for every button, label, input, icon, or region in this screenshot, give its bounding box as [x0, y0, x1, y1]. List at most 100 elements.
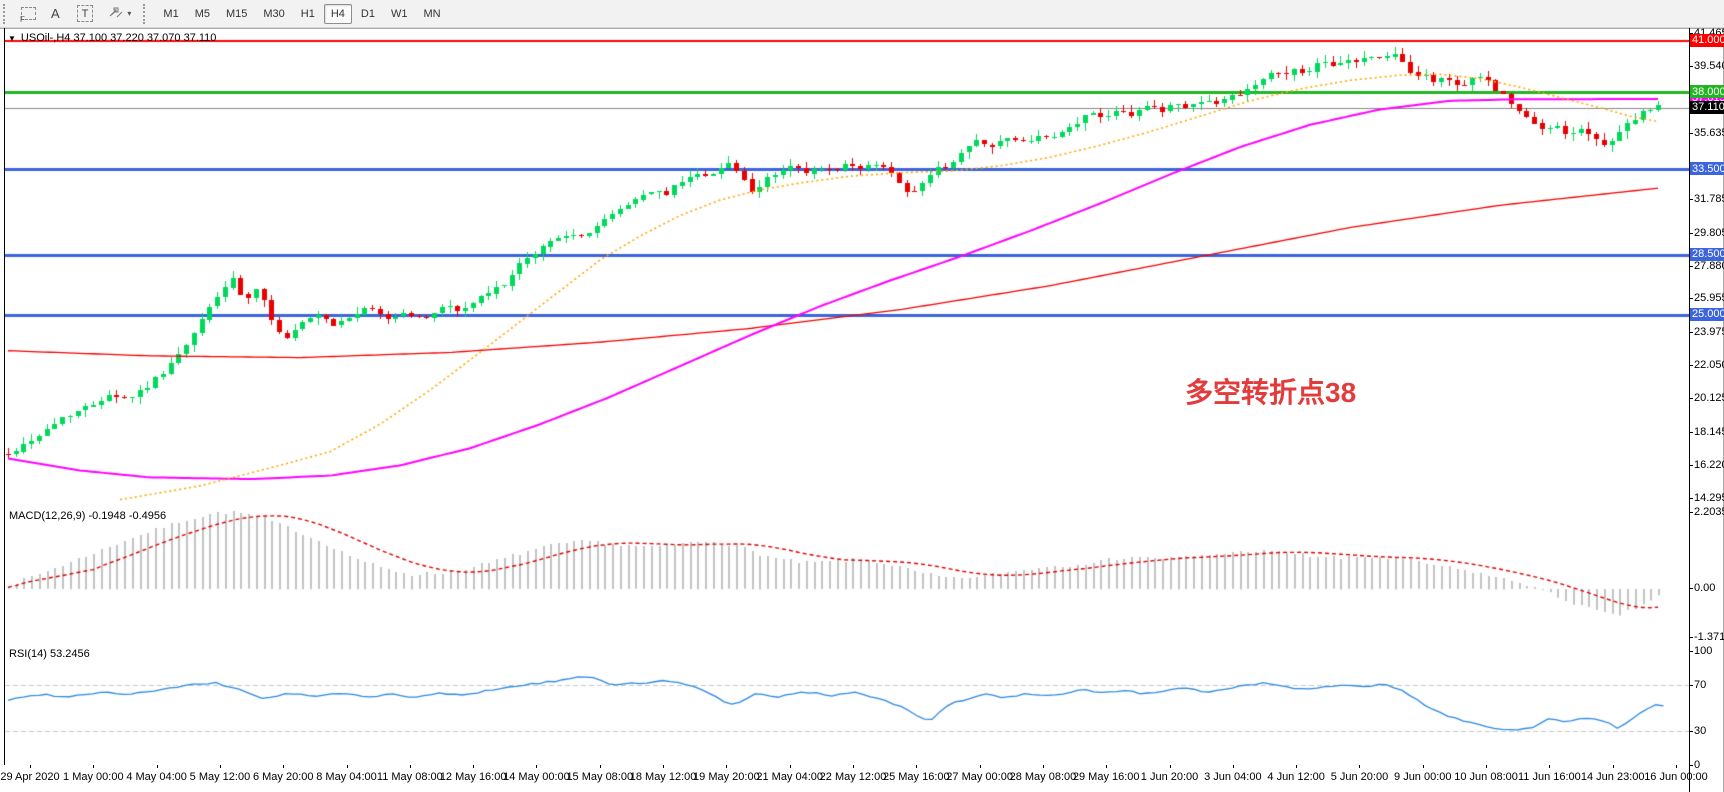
price-tick-label: 23.975	[1694, 326, 1724, 339]
chart-title: USOil-,H4 37.100 37.220 37.070 37.110	[20, 32, 217, 44]
timeframe-button-m5[interactable]: M5	[194, 7, 210, 20]
time-tick-mark	[1612, 765, 1614, 768]
indicator-tick-mark	[1689, 651, 1693, 652]
time-tick-mark	[1169, 765, 1171, 768]
timeframe-button-d1[interactable]: D1	[360, 7, 375, 20]
timeframe-button-m1[interactable]: M1	[163, 7, 179, 20]
timeframe-button-h1[interactable]: H1	[300, 7, 315, 20]
dropdown-caret-icon[interactable]: ▾	[127, 9, 132, 18]
time-axis-label: 12 May 16:00	[439, 771, 507, 783]
time-axis-label: 8 May 04:00	[316, 771, 377, 783]
price-tick-label: 27.880	[1694, 259, 1724, 272]
time-axis-label: 10 Jun 08:00	[1454, 771, 1518, 783]
time-tick-mark	[726, 765, 728, 768]
time-tick-mark	[663, 765, 665, 768]
price-tick-mark	[1689, 33, 1693, 34]
indicator-tick-mark	[1689, 512, 1693, 513]
time-axis-label: 14 May 00:00	[503, 771, 570, 783]
indicator-tick-label: 0	[1694, 759, 1701, 771]
time-tick-mark	[1549, 765, 1551, 768]
time-axis-label: 29 Apr 2020	[0, 771, 60, 783]
time-tick-mark	[409, 765, 411, 768]
annotation-text: 多空转折点38	[1185, 377, 1357, 408]
timeframe-button-h4[interactable]: H4	[323, 3, 352, 24]
price-tick-mark	[1689, 65, 1693, 67]
time-tick-mark	[156, 765, 158, 768]
time-tick-mark	[1676, 765, 1677, 768]
time-axis-label: 15 May 08:00	[566, 771, 634, 783]
indicator-tick-label: 30	[1694, 725, 1707, 737]
chart-window: ▼ USOil-,H4 37.100 37.220 37.070 37.110 …	[0, 27, 1724, 792]
font-tool-button[interactable]: A	[51, 6, 60, 21]
time-axis-label: 14 Jun 23:00	[1580, 771, 1645, 783]
price-badge-28-500: 28.500	[1690, 247, 1724, 261]
main-chart-canvas[interactable]	[5, 29, 1689, 503]
time-tick-mark	[599, 765, 601, 768]
price-tick-mark	[1689, 432, 1693, 434]
time-tick-mark	[1106, 765, 1108, 768]
price-tick-label: 39.540	[1694, 59, 1724, 72]
indicator-tick-mark	[1689, 731, 1693, 732]
time-axis-label: 11 Jun 16:00	[1517, 771, 1581, 783]
time-tick-mark	[536, 765, 538, 768]
time-tick-mark	[1486, 765, 1488, 768]
indicator-tick-mark	[1689, 685, 1693, 686]
price-tick-mark	[1689, 232, 1693, 234]
price-axis-border	[1689, 28, 1690, 792]
indicator-tick-label: 70	[1694, 679, 1707, 691]
time-tick-mark	[853, 765, 854, 768]
time-axis-label: 6 May 20:00	[252, 771, 314, 783]
time-axis-label: 1 May 00:00	[63, 771, 124, 783]
price-tick-label: 22.050	[1694, 359, 1724, 372]
indicator-tick-label: 0.00	[1694, 582, 1716, 594]
time-axis-label: 19 May 20:00	[693, 771, 760, 783]
indicator-tick-mark	[1689, 765, 1693, 766]
price-tick-mark	[1689, 365, 1693, 367]
time-axis-label: 29 May 16:00	[1072, 771, 1140, 783]
price-tick-label: 35.635	[1694, 126, 1724, 139]
macd-panel-canvas[interactable]	[5, 507, 1689, 643]
objects-tool-button[interactable]: ▾	[101, 4, 138, 24]
price-badge-37-110: 37.110	[1690, 100, 1724, 114]
dashed-box-icon	[21, 6, 36, 20]
time-tick-mark	[473, 765, 475, 768]
price-tick-label: 18.145	[1694, 426, 1724, 439]
time-tick-mark	[979, 765, 981, 768]
time-axis-label: 9 Jun 00:00	[1394, 771, 1452, 783]
price-tick-label: 29.805	[1694, 226, 1724, 239]
price-tick-label: 20.125	[1694, 392, 1724, 405]
time-tick-mark	[1232, 765, 1234, 768]
timeframe-button-m30[interactable]: M30	[263, 7, 285, 20]
toolbar-drag-handle[interactable]	[3, 3, 10, 24]
price-tick-mark	[1689, 298, 1693, 300]
time-axis-label: 4 May 04:00	[126, 771, 187, 783]
toolbar-drag-handle[interactable]	[143, 3, 150, 24]
time-tick-mark	[789, 765, 791, 768]
time-tick-mark	[1042, 765, 1044, 768]
text-label-tool-button[interactable]: T	[76, 5, 94, 22]
symbol-dropdown-caret[interactable]: ▼	[8, 33, 16, 43]
timeframe-button-w1[interactable]: W1	[390, 7, 408, 20]
indicator-tick-label: 100	[1694, 645, 1713, 657]
time-tick-mark	[93, 765, 95, 768]
rsi-panel-canvas[interactable]	[5, 645, 1689, 765]
indicator-tick-label: -1.3718	[1694, 631, 1724, 643]
price-tick-mark	[1689, 498, 1693, 499]
price-tick-mark	[1689, 332, 1693, 334]
macd-indicator-label: MACD(12,26,9) -0.1948 -0.4956	[9, 510, 167, 522]
chart-shift-tool-button[interactable]: F	[18, 4, 40, 24]
time-tick-mark	[1359, 765, 1361, 768]
timeframe-button-m15[interactable]: M15	[225, 7, 248, 20]
timeframe-button-mn[interactable]: MN	[423, 7, 441, 20]
price-tick-mark	[1689, 198, 1693, 200]
tool-f-label: F	[20, 14, 25, 24]
time-axis-label: 28 May 08:00	[1009, 771, 1077, 783]
time-axis-label: 16 Jun 00:00	[1644, 771, 1708, 783]
window-bottom-border	[0, 28, 1724, 29]
price-tick-label: 16.220	[1694, 459, 1724, 472]
chart-left-border	[4, 28, 5, 765]
rsi-indicator-label: RSI(14) 53.2456	[9, 648, 90, 660]
time-axis-label: 22 May 12:00	[819, 771, 887, 783]
time-axis-label: 1 Jun 20:00	[1140, 771, 1199, 783]
